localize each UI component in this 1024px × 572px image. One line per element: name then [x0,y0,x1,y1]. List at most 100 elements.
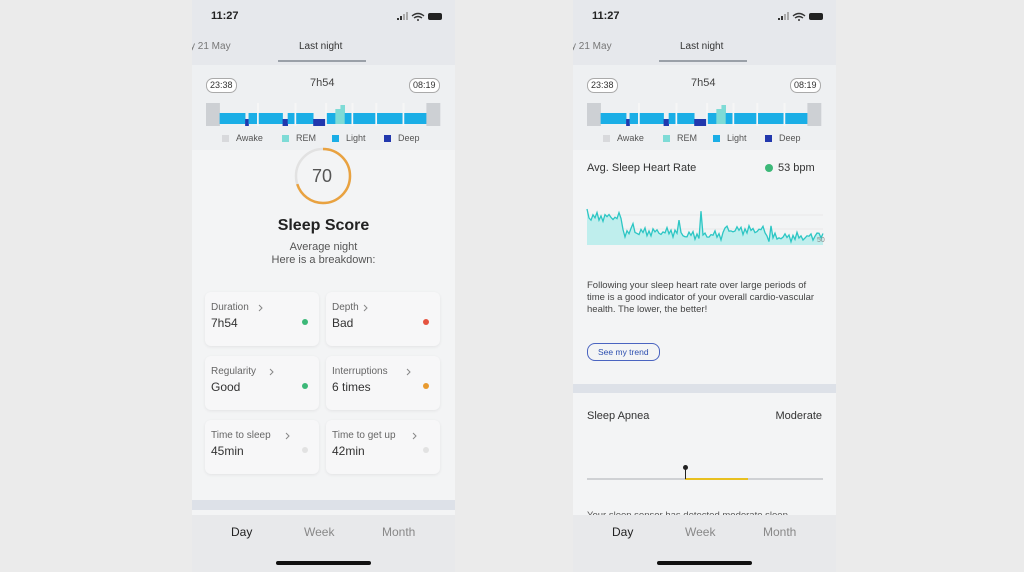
hr-line [586,208,824,245]
hr-area [587,209,823,245]
hypnogram-segment [258,113,283,124]
hr-description: Following your sleep heart rate over lar… [587,280,815,315]
legend-swatch [765,135,772,142]
breakdown-card[interactable]: Regularity Good [205,356,319,410]
apnea-marker-stem [685,468,686,479]
hypnogram-segment [694,119,707,126]
status-dot [302,319,308,325]
status-icons [397,12,442,21]
hypnogram-segment [675,103,678,126]
chevron-path [269,368,274,376]
signal-bar [784,14,786,20]
hypnogram-segment [344,113,352,124]
hypnogram [206,103,441,126]
signal-bar [397,18,399,20]
hr-chart [586,208,824,245]
home-indicator [276,561,371,565]
bottom-tab[interactable]: Month [382,525,416,539]
signal-bar [403,14,405,20]
status-time: 11:27 [211,10,239,22]
score-subtitle: Average night [289,241,358,253]
hr-title: Avg. Sleep Heart Rate [587,162,697,174]
status-dot [302,447,308,453]
hypnogram-segment [626,119,630,126]
hypnogram [587,103,822,126]
hypnogram-segment [245,119,249,126]
hypnogram-segment [734,113,757,124]
card-value: Good [211,380,241,394]
legend-label: Awake [617,133,644,143]
hypnogram-segment [629,113,639,124]
chevron-path [285,432,290,440]
wifi [411,12,425,21]
apnea-level: Moderate [775,410,822,422]
header-bg [573,0,836,65]
breakdown-card[interactable]: Time to sleep 45min [205,420,319,474]
hypnogram-segment [758,113,784,124]
chevron [406,368,411,376]
start-time: 23:38 [206,78,237,93]
bottom-tab[interactable]: Day [612,525,634,539]
card-value: Bad [332,316,354,330]
date-tab: y 21 May [192,41,231,52]
battery [428,13,442,20]
apnea-title: Sleep Apnea [587,410,650,422]
card-value: 45min [211,444,244,458]
breakdown-card[interactable]: Duration 7h54 [205,292,319,346]
date-tab: y 21 May [573,41,612,52]
card-value: 6 times [332,380,371,394]
status-dot [423,383,429,389]
trend-button[interactable]: See my trend [587,343,660,361]
card-label: Regularity [211,366,257,377]
signal-bar [406,12,408,20]
chevron [258,304,263,312]
bottom-tab[interactable]: Month [763,525,797,539]
bottom-tab[interactable]: Week [685,525,716,539]
hypnogram-segment [707,113,717,124]
breakdown-card[interactable]: Depth Bad [326,292,440,346]
breakdown-card[interactable]: Time to get up 42min [326,420,440,474]
hypnogram-segment [257,103,260,126]
card-label: Time to sleep [211,430,271,441]
legend-label: Deep [398,133,420,143]
breakdown-card[interactable]: Interruptions 6 times [326,356,440,410]
chevron [269,368,274,376]
score-value: 70 [312,166,333,186]
chevron [363,304,368,312]
card-label: Depth [332,302,359,313]
chevron-path [258,304,263,312]
score-ring [294,147,352,205]
hypnogram-segment [587,103,601,126]
hypnogram-segment [639,113,664,124]
signal-bar [778,18,780,20]
ring-arc [294,147,352,205]
hypnogram-segment [296,113,314,124]
hypnogram-segment [335,109,341,124]
card-label: Time to get up [332,430,396,441]
apnea-marker-head [683,465,688,470]
hypnogram-segment [375,103,378,126]
date-tab-active: Last night [680,41,724,52]
signal-bar [787,12,789,20]
hypnogram-segment [716,109,722,124]
hypnogram-segment [677,113,695,124]
hypnogram-segment [326,113,336,124]
hypnogram-segment [756,103,759,126]
hypnogram-segment [783,103,786,126]
card-label: Interruptions [332,366,388,377]
bottom-tab[interactable]: Day [231,525,253,539]
legend-label: Light [727,133,747,143]
hypnogram-segment [663,119,669,126]
legend-swatch [332,135,339,142]
score-title: Sleep Score [277,217,370,234]
legend-label: Awake [236,133,263,143]
hypnogram-segment [732,103,735,126]
status-time: 11:27 [592,10,620,22]
hypnogram-segment [426,103,441,126]
home-indicator [657,561,752,565]
hypnogram-segment [402,103,405,126]
score-subtitle: Here is a breakdown: [271,254,376,266]
hypnogram-segment [404,113,427,124]
bottom-tab[interactable]: Week [304,525,335,539]
